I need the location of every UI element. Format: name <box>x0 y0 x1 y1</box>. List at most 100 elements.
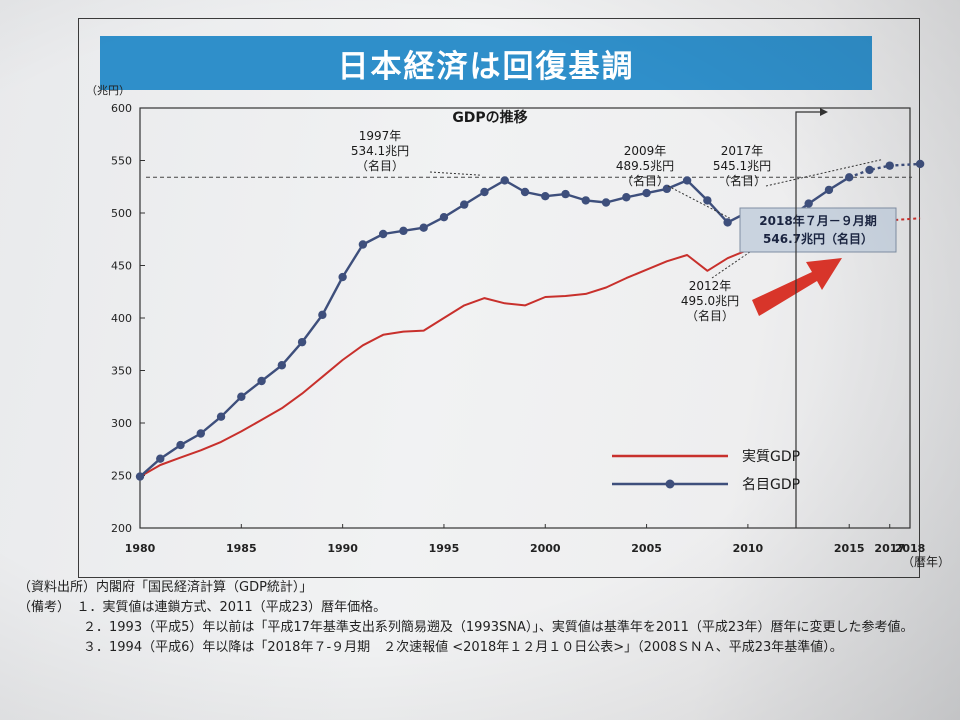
y-tick-label: 500 <box>111 207 132 220</box>
y-tick-label: 450 <box>111 260 132 273</box>
data-point <box>885 161 894 170</box>
annotation-text: 2009年 <box>624 144 667 158</box>
data-point <box>541 192 550 201</box>
data-point <box>601 198 611 207</box>
data-point <box>297 337 307 347</box>
data-point <box>419 223 428 232</box>
x-tick-label: 2005 <box>631 542 662 555</box>
legend-marker <box>665 479 675 489</box>
annotation-5: 2018年７月－９月期 546.7兆円（名目） <box>739 207 897 253</box>
data-point <box>135 472 145 481</box>
data-point <box>520 187 530 197</box>
period-bracket <box>795 111 820 528</box>
x-tick-label: 2017 <box>874 542 905 555</box>
title-banner: 日本経済は回復基調 <box>100 36 872 90</box>
remark-note-3: ３．1994（平成6）年以降は「2018年７-９月期 ２次速報値 <2018年１… <box>18 640 843 655</box>
x-tick-label: 1985 <box>226 542 257 555</box>
x-tick-label: 1995 <box>429 542 460 555</box>
annotation-leader <box>667 185 730 219</box>
data-point <box>216 412 226 421</box>
source-note: （資料出所）内閣府「国民経済計算（GDP統計）」 <box>18 580 313 595</box>
y-tick-label: 300 <box>111 417 132 430</box>
legend-entry-nominal-gdp: 名目GDP <box>612 477 800 493</box>
plot-frame <box>139 107 911 529</box>
annotation-text: （名目） <box>621 173 669 188</box>
x-tick-label: 2010 <box>733 542 764 555</box>
remark-note-2: ２．1993（平成5）年以前は「平成17年基準支出系列簡易遡及（1993SNA）… <box>18 620 914 635</box>
annotation-text: （名目） <box>718 173 766 188</box>
data-point <box>257 376 266 386</box>
legend-label: 名目GDP <box>742 477 800 493</box>
x-tick-label: 2015 <box>834 542 865 555</box>
x-axis-unit: （暦年） <box>902 555 950 569</box>
data-point <box>156 454 165 463</box>
y-tick-label: 400 <box>111 312 132 325</box>
data-point <box>460 200 469 209</box>
data-point <box>622 193 631 202</box>
annotation-text: 1997年 <box>359 129 402 143</box>
data-point <box>561 189 570 199</box>
x-tick-label: 1980 <box>125 542 156 555</box>
annotation-text: （名目） <box>356 158 404 173</box>
data-point <box>915 159 925 169</box>
series-line-projection <box>848 162 921 179</box>
data-point <box>399 226 408 236</box>
data-point <box>824 185 834 195</box>
data-point <box>439 213 449 222</box>
legend-entry-real-gdp: 実質GDP <box>612 449 800 465</box>
data-point <box>804 199 813 208</box>
data-point <box>500 176 509 185</box>
data-point <box>845 173 854 182</box>
data-point <box>480 187 489 197</box>
y-tick-label: 250 <box>111 470 132 483</box>
x-tick-label: 1990 <box>327 542 358 555</box>
data-point <box>703 196 712 205</box>
data-point <box>682 176 692 185</box>
annotation-text: 2012年 <box>689 279 732 293</box>
data-point <box>358 240 368 249</box>
annotation-leader <box>765 159 882 187</box>
data-point <box>581 196 590 205</box>
y-tick-label: 550 <box>111 155 132 168</box>
annotation-text: 495.0兆円 <box>681 294 739 308</box>
data-point <box>277 361 287 370</box>
annotation-text: 546.7兆円（名目） <box>763 231 873 246</box>
chart-title: GDPの推移 <box>452 109 527 126</box>
data-point <box>176 440 185 450</box>
document-frame <box>78 18 920 578</box>
annotation-box <box>739 207 897 253</box>
y-axis-unit: （兆円） <box>86 84 130 97</box>
annotation-text: 2017年 <box>721 144 764 158</box>
series-line <box>139 230 850 478</box>
data-point <box>196 429 205 438</box>
x-tick-label: 2018 <box>895 542 926 555</box>
data-point <box>865 165 874 175</box>
data-point <box>318 310 327 320</box>
series-real-gdp <box>139 217 921 478</box>
data-point <box>642 188 651 198</box>
period-bracket-arrowhead <box>820 108 828 116</box>
page-title: 日本経済は回復基調 <box>337 48 635 85</box>
annotation-text: 545.1兆円 <box>713 159 771 173</box>
y-tick-label: 200 <box>111 522 132 535</box>
annotation-text: 489.5兆円 <box>616 159 674 173</box>
remark-note-1: （備考） １．実質値は連鎖方式、2011（平成23）暦年価格。 <box>18 600 387 615</box>
data-point <box>338 272 347 282</box>
notes: （資料出所）内閣府「国民経済計算（GDP統計）」 （備考） １．実質値は連鎖方式… <box>18 578 948 658</box>
data-point <box>378 229 388 239</box>
annotation-text: （名目） <box>686 308 734 323</box>
data-point <box>723 218 732 227</box>
y-tick-label: 350 <box>111 365 132 378</box>
legend-label: 実質GDP <box>742 449 800 465</box>
annotation-text: 2018年７月－９月期 <box>759 213 876 228</box>
growth-arrow <box>752 258 842 316</box>
annotation-text: 534.1兆円 <box>351 144 409 158</box>
data-point <box>237 392 246 401</box>
x-tick-label: 2000 <box>530 542 561 555</box>
annotation-leader <box>429 171 481 176</box>
